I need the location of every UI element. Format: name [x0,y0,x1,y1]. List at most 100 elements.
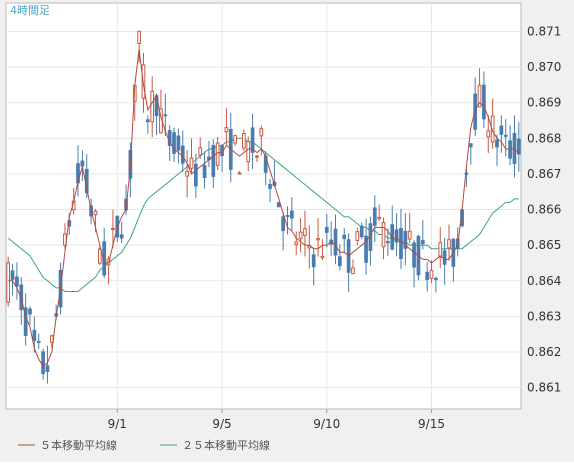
candle-body [364,235,368,263]
candle-body [438,242,443,258]
y-tick-label: 0.866 [527,203,561,217]
candle-body [495,139,499,148]
candle-body [324,226,329,233]
candle-body [215,142,220,166]
candle-body [32,329,37,341]
y-tick-label: 0.868 [527,131,561,145]
candle-body [429,270,434,279]
candle-body [281,216,285,232]
candle-body [311,254,316,268]
candle-body [224,127,229,133]
candle-body [394,229,399,243]
candle-body [80,160,85,167]
candle-body [250,127,255,153]
candle-body [255,155,259,158]
x-tick-label: 9/10 [313,417,340,431]
candle-body [403,230,408,249]
legend: ５本移動平均線 ２５本移動平均線 [18,438,270,452]
candle-body [285,215,290,218]
candle-body [359,225,364,238]
y-tick-label: 0.862 [527,345,561,359]
x-tick-label: 9/1 [108,417,127,431]
candle-body [172,132,176,154]
candle-body [368,223,373,251]
candle-body [259,128,264,137]
candle-body [290,210,294,219]
candle-body [10,270,15,280]
candle-body [211,144,216,177]
candle-body [316,238,320,241]
candle-body [111,227,115,230]
x-tick-label: 9/15 [418,417,445,431]
candle-body [477,84,482,108]
y-tick-label: 0.870 [527,60,561,74]
candle-body [198,147,203,156]
candle-body [482,84,486,120]
candle-body [434,277,438,280]
y-tick-label: 0.864 [527,274,561,288]
candle-body [23,307,28,336]
candle-body [399,228,403,260]
chart-title: 4時間足 [10,4,50,17]
grid-lines [6,3,521,409]
candle-body [193,163,198,187]
candle-body [176,135,181,151]
candle-body [333,228,338,256]
candle-body [390,224,395,250]
candle-body [338,256,342,267]
candle-body [512,132,517,164]
candle-body [237,172,242,175]
candle-body [233,135,237,144]
candle-body [298,231,303,240]
candle-body [242,133,246,149]
candle-body [486,130,491,138]
candle-body [407,230,412,240]
candle-body [28,308,32,315]
candle-body [294,241,299,246]
candle-body [137,30,141,44]
ma25-layer [7,137,519,292]
candle-body [97,248,102,264]
candle-body [386,241,390,244]
candle-body [119,234,124,239]
candle-body [150,90,155,123]
candle-body [499,125,504,135]
candle-body [425,271,430,281]
candle-body [93,210,98,216]
candle-body [36,341,41,344]
candle-body [189,157,194,169]
x-tick-label: 9/5 [212,417,231,431]
candle-body [342,234,347,240]
candle-body [163,114,168,117]
legend-ma25-label: ２５本移動平均線 [182,438,270,452]
candle-body [6,262,11,303]
candle-body [246,141,251,163]
candle-body [412,242,416,268]
y-tick-label: 0.869 [527,96,561,110]
candle-body [303,228,307,236]
candle-body [377,216,382,220]
y-tick-label: 0.861 [527,381,561,395]
ma5-line [8,49,520,368]
candle-body [372,207,377,226]
candle-body [185,170,189,177]
candle-body [468,143,473,148]
candle-body [508,140,512,159]
candle-body [41,351,45,374]
y-axis-ticks: 0.861 0.862 0.863 0.864 0.865 0.866 0.867 0.868… [527,24,561,394]
plot-area [5,2,522,410]
candle-body [381,222,386,248]
candle-body [320,255,325,259]
candle-body [268,183,272,189]
candle-body [45,365,50,372]
candle-body [503,134,508,137]
candle-body [145,119,150,123]
candle-body [464,172,469,175]
candle-body [420,240,425,245]
candle-body [202,165,207,179]
legend-ma5-label: ５本移動平均線 [40,438,117,452]
candle-body [355,231,360,241]
y-tick-label: 0.871 [527,24,561,38]
